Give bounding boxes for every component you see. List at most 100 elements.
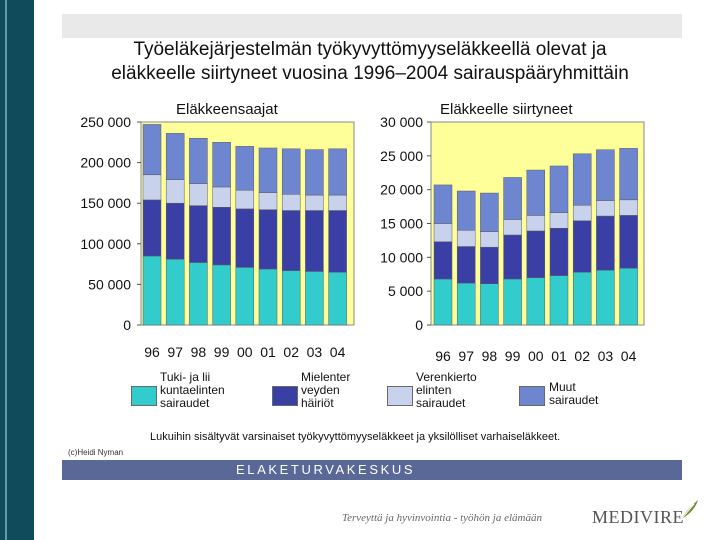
bar-0-98-series-0 <box>189 262 208 326</box>
bar-1-04-series-0 <box>619 267 638 326</box>
bar-0-02-series-0 <box>281 270 301 326</box>
y-tick-label-1-2: 10 000 <box>380 249 423 265</box>
y-tick-label-0-1: 50 000 <box>88 276 131 292</box>
right-chart-title: Eläkkeelle siirtyneet <box>434 100 579 119</box>
bar-0-98-series-3 <box>189 137 208 184</box>
y-tick-label-1-6: 30 000 <box>380 114 423 130</box>
bar-0-01-series-1 <box>258 209 278 270</box>
bar-1-98-series-0 <box>480 283 499 326</box>
bar-0-03-series-3 <box>305 149 324 196</box>
bar-1-04-series-1 <box>619 215 638 269</box>
y-tick-label-1-1: 5 000 <box>388 283 423 299</box>
bar-0-98-series-2 <box>189 183 208 206</box>
bar-1-00-series-2 <box>526 215 546 232</box>
bar-1-96-series-0 <box>433 278 453 326</box>
bar-1-98-series-1 <box>480 246 499 284</box>
bar-1-01-series-2 <box>549 212 569 229</box>
bar-1-99-series-1 <box>503 234 522 280</box>
bar-0-97-series-3 <box>165 133 185 180</box>
slide-title: Työeläkejärjestelmän työkyvyttömyyseläkk… <box>70 38 670 86</box>
bar-0-02-series-1 <box>281 210 301 271</box>
x-tick-label-1-6: 02 <box>574 348 590 364</box>
title-band <box>62 14 682 38</box>
bar-0-01-series-2 <box>258 192 278 210</box>
bar-0-00-series-2 <box>235 189 255 210</box>
footnote: Lukuihin sisältyvät varsinaiset työkyvyt… <box>150 431 561 443</box>
y-tick-label-0-0: 0 <box>123 317 131 333</box>
bar-1-97-series-3 <box>456 190 476 231</box>
bar-1-02-series-0 <box>572 271 592 326</box>
tagline: Terveyttä ja hyvinvointia - työhön ja el… <box>342 512 542 524</box>
bar-0-99-series-2 <box>212 186 231 208</box>
x-tick-label-1-1: 97 <box>458 348 474 364</box>
y-tick-label-0-4: 200 000 <box>80 155 131 171</box>
y-tick-label-1-5: 25 000 <box>380 148 423 164</box>
y-tick-label-1-4: 20 000 <box>380 182 423 198</box>
bar-1-03-series-3 <box>596 149 615 201</box>
charts-area: 0 50 000 100 000 150 000 200 000 250 000 96 97 9… <box>80 114 645 364</box>
bar-0-99-series-1 <box>212 207 231 266</box>
x-tick-label-0-0: 96 <box>144 344 160 360</box>
bar-1-03-series-2 <box>596 200 615 217</box>
bar-0-03-series-1 <box>305 210 324 272</box>
bar-1-97-series-0 <box>456 282 476 326</box>
bar-0-02-series-2 <box>281 194 301 211</box>
x-tick-label-0-4: 00 <box>237 344 253 360</box>
bar-1-99-series-3 <box>503 177 522 220</box>
bar-0-96-series-1 <box>142 199 162 257</box>
bar-1-01-series-3 <box>549 165 569 213</box>
legend-swatch-musculoskeletal <box>131 386 157 406</box>
bar-0-96-series-2 <box>142 174 162 201</box>
x-tick-label-1-3: 99 <box>505 348 521 364</box>
legend-label-circulatory: Verenkierto elinten sairaudet <box>416 370 477 410</box>
bar-0-00-series-1 <box>235 208 255 268</box>
x-tick-label-1-2: 98 <box>482 348 498 364</box>
bar-0-99-series-0 <box>212 264 231 326</box>
legend-swatch-other <box>519 386 545 406</box>
bar-0-97-series-0 <box>165 258 185 326</box>
bar-1-00-series-3 <box>526 169 546 216</box>
x-tick-label-0-8: 04 <box>330 344 346 360</box>
x-tick-label-0-2: 98 <box>191 344 207 360</box>
bar-1-04-series-3 <box>619 148 638 201</box>
legend-label-mental-health: Mielenter veyden häiriöt <box>301 370 351 410</box>
slide-title-line-1: Työeläkejärjestelmän työkyvyttömyyseläkk… <box>133 39 607 60</box>
bar-0-97-series-1 <box>165 202 185 260</box>
slide-title-line-2: eläkkeelle siirtyneet vuosina 1996–2004 … <box>111 63 629 84</box>
bar-0-04-series-0 <box>328 271 347 326</box>
bar-1-00-series-1 <box>526 230 546 278</box>
bar-0-96-series-3 <box>142 124 162 176</box>
bar-0-96-series-0 <box>142 255 162 326</box>
x-tick-label-0-6: 02 <box>283 344 299 360</box>
y-tick-label-0-2: 100 000 <box>80 236 131 252</box>
bar-1-97-series-1 <box>456 246 476 284</box>
left-chart-title: Eläkkeensaajat <box>170 100 284 119</box>
bar-0-01-series-0 <box>258 268 278 326</box>
y-tick-label-1-0: 0 <box>415 317 423 333</box>
footer-bar-text: ELAKETURVAKESKUS <box>236 462 416 477</box>
bar-0-02-series-3 <box>281 148 301 195</box>
x-tick-label-0-1: 97 <box>167 344 183 360</box>
bar-0-01-series-3 <box>258 147 278 193</box>
bar-1-03-series-1 <box>596 215 615 271</box>
bar-1-03-series-0 <box>596 269 615 326</box>
image-credit: (c)Heidi Nyman <box>68 448 124 457</box>
bar-1-02-series-1 <box>572 220 592 273</box>
y-tick-label-0-5: 250 000 <box>80 114 131 130</box>
legend-swatch-mental-health <box>272 386 298 406</box>
x-tick-label-0-3: 99 <box>214 344 230 360</box>
x-tick-label-1-0: 96 <box>435 348 451 364</box>
y-tick-label-1-3: 15 000 <box>380 216 423 232</box>
bar-1-02-series-2 <box>572 204 592 222</box>
legend-swatch-circulatory <box>387 386 413 406</box>
x-tick-label-0-7: 03 <box>307 344 323 360</box>
bar-0-04-series-2 <box>328 194 347 211</box>
bar-1-98-series-3 <box>480 192 499 232</box>
bar-1-96-series-1 <box>433 241 453 280</box>
bar-1-97-series-2 <box>456 230 476 247</box>
bar-0-00-series-3 <box>235 146 255 191</box>
bar-1-02-series-3 <box>572 153 592 206</box>
bar-1-96-series-3 <box>433 184 453 224</box>
bar-1-04-series-2 <box>619 199 638 216</box>
feather-logo-icon <box>678 500 698 523</box>
